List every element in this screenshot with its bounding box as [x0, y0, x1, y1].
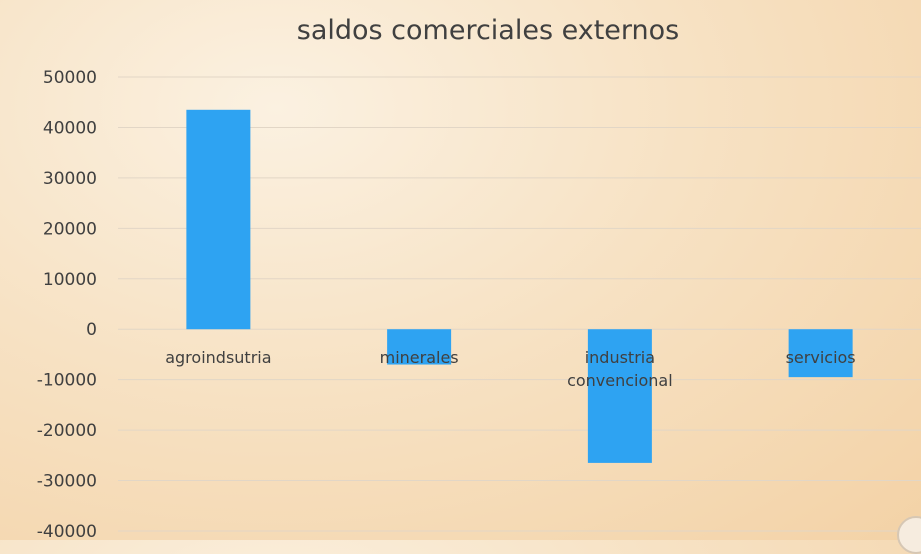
- y-tick-label: 10000: [43, 270, 97, 290]
- bar: [387, 329, 452, 365]
- gridlines: [118, 76, 921, 532]
- x-category-label-line: agroindsutria: [165, 348, 271, 367]
- bar: [186, 109, 251, 330]
- y-tick-label: 20000: [43, 219, 97, 239]
- x-category-label: servicios: [786, 348, 856, 367]
- bar: [788, 329, 853, 378]
- y-tick-label: 50000: [43, 68, 97, 88]
- x-category-label: minerales: [380, 348, 459, 367]
- y-tick-label: 0: [86, 320, 97, 340]
- x-category-label: industria convencional: [567, 348, 673, 390]
- corner-circle-decoration: [897, 516, 921, 554]
- x-category-label-line: servicios: [786, 348, 856, 367]
- bar: [587, 329, 652, 463]
- x-category-label-line: convencional: [567, 371, 673, 390]
- x-category-label: agroindsutria: [165, 348, 271, 367]
- y-axis: 50000 40000 30000 20000 10000 0 -10000 -20000 -3…: [37, 68, 97, 540]
- bars: [186, 109, 853, 463]
- x-category-label-line: minerales: [380, 348, 459, 367]
- y-tick-label: -30000: [37, 472, 97, 492]
- chart-title: saldos comerciales externos: [297, 15, 680, 46]
- y-tick-label: -10000: [37, 371, 97, 391]
- x-axis-labels: agroindsutria minerales industria convencio…: [165, 348, 855, 390]
- x-category-label-line: industria: [585, 348, 655, 367]
- y-tick-label: -40000: [37, 522, 97, 540]
- y-tick-label: 40000: [43, 118, 97, 138]
- y-tick-label: 30000: [43, 169, 97, 189]
- chart: saldos comerciales externos 50000 40000 30…: [37, 15, 921, 540]
- y-tick-label: -20000: [37, 421, 97, 441]
